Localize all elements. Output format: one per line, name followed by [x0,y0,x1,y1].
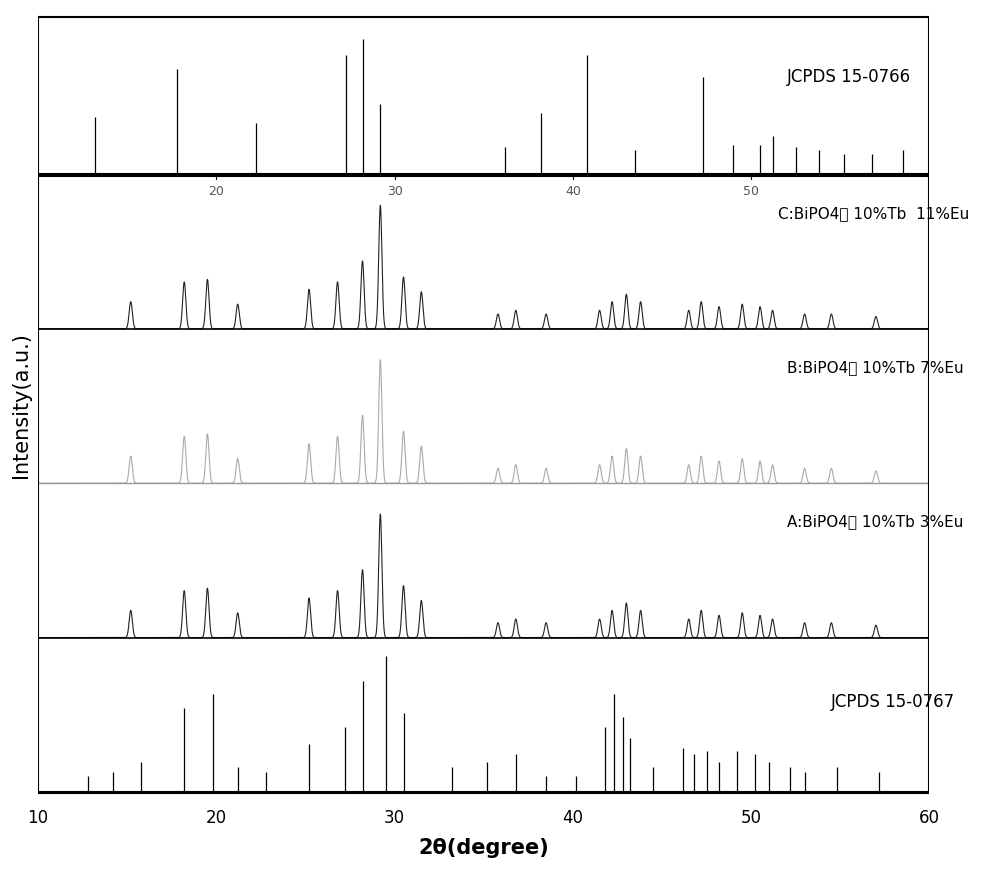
Text: 40: 40 [565,185,581,198]
Text: 30: 30 [387,185,403,198]
Text: JCPDS 15-0767: JCPDS 15-0767 [831,693,955,711]
Text: B:BiPO4： 10%Tb 7%Eu: B:BiPO4： 10%Tb 7%Eu [787,360,963,375]
Text: A:BiPO4： 10%Tb 3%Eu: A:BiPO4： 10%Tb 3%Eu [787,514,963,529]
Text: JCPDS 15-0766: JCPDS 15-0766 [787,68,911,86]
Text: C:BiPO4： 10%Tb  11%Eu: C:BiPO4： 10%Tb 11%Eu [778,206,969,221]
Text: 20: 20 [208,185,224,198]
X-axis label: 2θ(degree): 2θ(degree) [418,838,549,858]
Y-axis label: Intensity(a.u.): Intensity(a.u.) [11,332,31,478]
Text: 50: 50 [743,185,759,198]
